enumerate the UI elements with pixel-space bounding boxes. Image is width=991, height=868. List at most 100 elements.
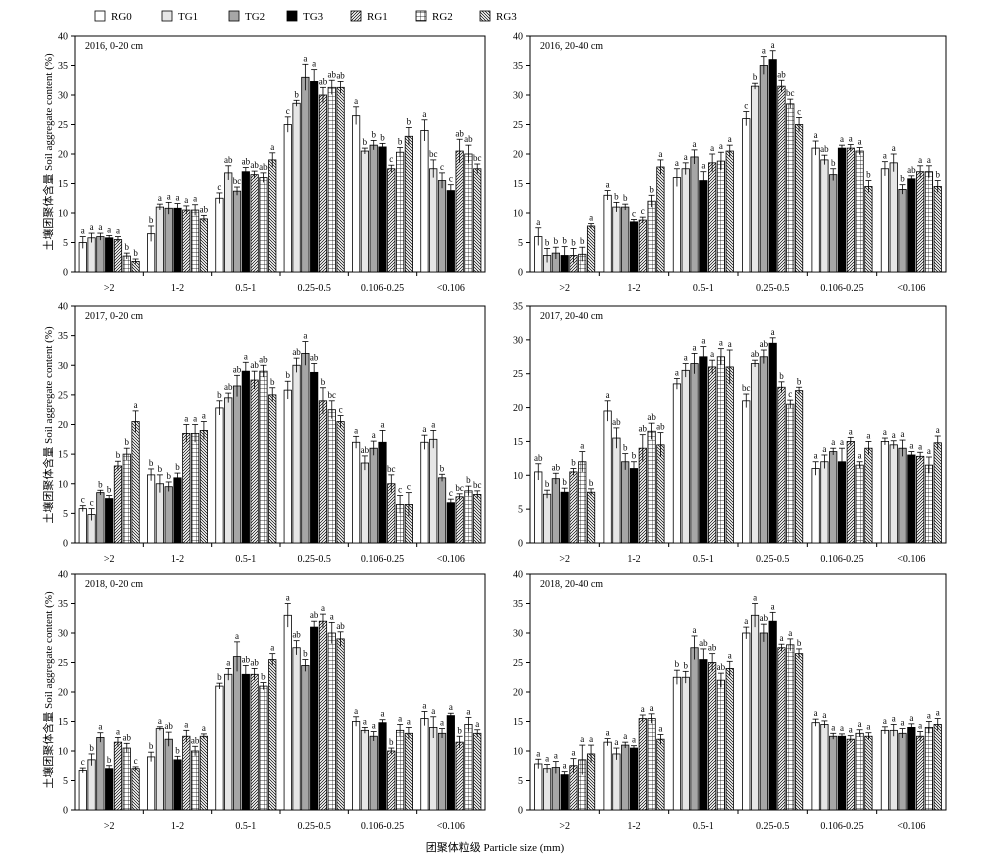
y-tick-label: 20 [513,150,523,161]
panel-title: 2018, 0-20 cm [85,579,143,590]
significance-letter: a [753,593,757,603]
x-tick-label: >2 [104,821,115,832]
significance-letter: a [684,152,688,162]
bar-tg2 [437,732,447,811]
significance-letter: a [303,53,307,63]
bar-tg3 [173,207,182,273]
bar-tg1 [889,444,898,544]
y-tick-label: 25 [513,120,523,131]
significance-letter: a [744,616,748,626]
significance-letter: a [571,748,575,758]
bar-rg1 [113,741,123,811]
x-tick-label: 0.5-1 [235,554,256,565]
bar-rg2 [191,209,200,273]
bar-rg0 [672,676,682,811]
significance-letter: b [623,193,628,203]
x-tick-label: 0.25-0.5 [756,283,789,294]
significance-letter: b [175,745,180,755]
bar-rg0 [283,614,292,811]
significance-letter: b [149,215,154,225]
bar-rg3 [725,150,734,273]
bar-rg2 [647,718,656,811]
panel-title: 2018, 20-40 cm [540,579,603,590]
significance-letter: a [918,155,922,165]
significance-letter: a [158,716,162,726]
significance-letter: b [866,170,871,180]
significance-letter: a [771,327,775,337]
bar-rg3 [864,447,873,544]
bar-rg2 [855,732,864,811]
bar-rg1 [846,738,855,811]
bar-rg1 [916,455,925,544]
y-tick-label: 25 [58,120,68,131]
bar-rg2 [924,727,934,811]
significance-letter: a [422,700,426,710]
legend-swatch [228,10,240,22]
significance-letter: b [545,237,550,247]
significance-letter: a [90,222,94,232]
significance-letter: b [125,242,130,252]
significance-letter: b [675,659,680,669]
bar-tg1 [87,759,96,811]
bar-rg1 [916,735,925,811]
x-tick-label: 0.5-1 [235,821,256,832]
bar-tg1 [155,728,164,811]
y-axis-label-row-3: 土壤团聚体含量 Soil aggregate content (%) [41,591,55,789]
bar-rg1 [113,465,123,544]
x-tick-label: <0.106 [437,283,465,294]
significance-letter: a [321,603,325,613]
significance-letter: ab [319,76,328,86]
bar-tg2 [232,190,242,273]
significance-letter: a [614,737,618,747]
significance-letter: b [158,464,163,474]
significance-letter: b [133,248,138,258]
legend-label: TG3 [303,11,324,23]
bar-tg2 [369,144,378,273]
significance-letter: a [771,40,775,50]
bar-tg1 [292,102,301,273]
significance-letter: a [226,657,230,667]
significance-letter: b [407,116,412,126]
x-tick-label: 1-2 [171,283,184,294]
x-tick-label: >2 [559,283,570,294]
bar-rg0 [283,124,292,273]
bar-rg1 [846,147,855,273]
bar-rg1 [638,447,647,544]
significance-letter: a [606,180,610,190]
bar-tg1 [681,168,690,273]
bar-rg1 [113,239,123,273]
bar-rg2 [786,103,795,273]
y-tick-label: 0 [518,539,523,550]
significance-letter: ab [656,422,665,432]
significance-letter: a [116,226,120,236]
bar-tg3 [378,441,387,544]
legend-swatch [161,10,173,22]
legend-label: RG3 [496,11,517,23]
bar-rg3 [933,186,942,273]
significance-letter: c [339,405,343,415]
significance-letter: a [927,155,931,165]
significance-letter: b [797,376,802,386]
significance-letter: c [81,757,85,767]
significance-letter: ab [751,349,760,359]
x-tick-label: <0.106 [897,283,925,294]
y-tick-label: 30 [58,361,68,372]
bar-rg1 [708,662,717,811]
legend-swatch [350,10,362,22]
significance-letter: a [814,130,818,140]
bar-tg1 [750,363,760,544]
bar-tg2 [898,188,907,273]
bar-tg3 [768,342,777,544]
significance-letter: b [571,458,576,468]
significance-letter: ab [647,412,656,422]
y-tick-label: 20 [58,688,68,699]
bar-rg3 [473,168,482,273]
bar-tg2 [301,665,310,811]
bar-rg3 [586,225,596,273]
x-tick-label: <0.106 [897,821,925,832]
significance-letter: a [719,141,723,151]
y-tick-label: 20 [513,403,523,414]
